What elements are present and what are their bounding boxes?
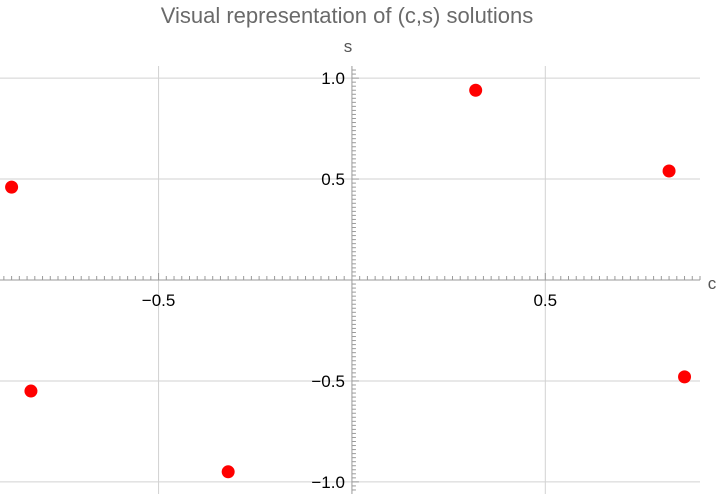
data-point (5, 180, 19, 194)
chart-title: Visual representation of (c,s) solutions (161, 3, 534, 28)
y-axis-label: s (344, 37, 353, 56)
data-point (469, 83, 483, 97)
axes (0, 66, 700, 494)
y-tick-label: −0.5 (311, 372, 345, 391)
y-tick-label: 1.0 (321, 69, 345, 88)
data-points (5, 83, 692, 479)
tick-labels: −0.5 0.5 −1.0 −0.5 0.5 1.0 (142, 69, 557, 492)
x-tick-label: 0.5 (533, 291, 557, 310)
x-axis-label: c (708, 274, 717, 293)
y-tick-label: −1.0 (311, 473, 345, 492)
y-tick-label: 0.5 (321, 170, 345, 189)
ticks (3, 69, 701, 491)
x-tick-label: −0.5 (142, 291, 176, 310)
data-point (24, 384, 38, 398)
data-point (221, 465, 235, 479)
grid-lines (0, 66, 700, 494)
data-point (678, 370, 692, 384)
data-point (662, 164, 676, 178)
